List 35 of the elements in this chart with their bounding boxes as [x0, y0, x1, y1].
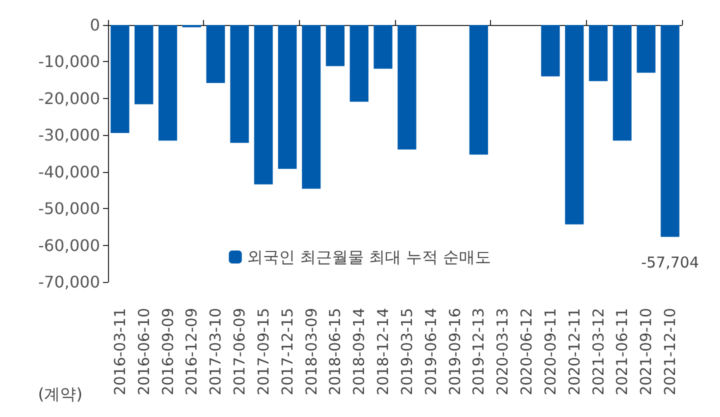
x-tick-label: 2019-09-16 [446, 308, 464, 396]
y-tick-label: -20,000 [38, 88, 100, 108]
x-tick-label: 2016-09-09 [158, 308, 177, 396]
x-tick-label: 2017-12-15 [278, 308, 296, 396]
x-tick-label: 2021-12-10 [661, 308, 680, 396]
x-tick-label: 2017-09-15 [254, 308, 272, 396]
text: (계약) [38, 384, 82, 404]
x-tick-label: 2020-09-11 [541, 308, 560, 396]
x-tick-label: 2021-06-11 [613, 308, 632, 396]
x-tick-label: 2016-12-09 [182, 308, 201, 396]
x-tick-label: 2019-03-15 [398, 308, 416, 396]
x-tick-label: 2019-06-14 [422, 308, 440, 396]
y-tick-label: -70,000 [38, 272, 100, 292]
x-tick-label: 2018-06-15 [326, 308, 344, 396]
y-tick-label: -50,000 [38, 199, 100, 218]
y-tick-label: -60,000 [38, 236, 100, 255]
y-tick-label: -10,000 [38, 52, 100, 72]
x-tick-label: 2016-03-11 [110, 308, 129, 396]
x-tick-label: 2020-12-11 [565, 308, 584, 396]
x-tick-label: 2018-03-09 [302, 308, 320, 396]
y-tick-label: 0 [90, 16, 100, 34]
legend-label: 외국인 최근월물 최대 누적 순매도 [246, 248, 492, 266]
x-tick-label: 2021-09-10 [637, 308, 656, 396]
y-tick-label: -30,000 [38, 126, 100, 145]
x-tick-label: 2020-03-13 [494, 308, 512, 396]
x-tick-label: 2018-12-14 [374, 308, 392, 396]
x-tick-label: 2020-06-12 [518, 308, 536, 396]
x-tick-label: 2021-03-12 [589, 308, 608, 396]
x-tick-label: 2018-09-14 [350, 308, 368, 396]
data-label: -57,704 [641, 253, 699, 272]
x-tick-label: 2017-06-09 [230, 308, 249, 396]
x-tick-label: 2017-03-10 [206, 308, 225, 396]
y-tick-label: -40,000 [38, 162, 100, 182]
x-tick-label: 2016-06-10 [134, 308, 153, 396]
x-tick-label: 2019-12-13 [470, 308, 488, 396]
